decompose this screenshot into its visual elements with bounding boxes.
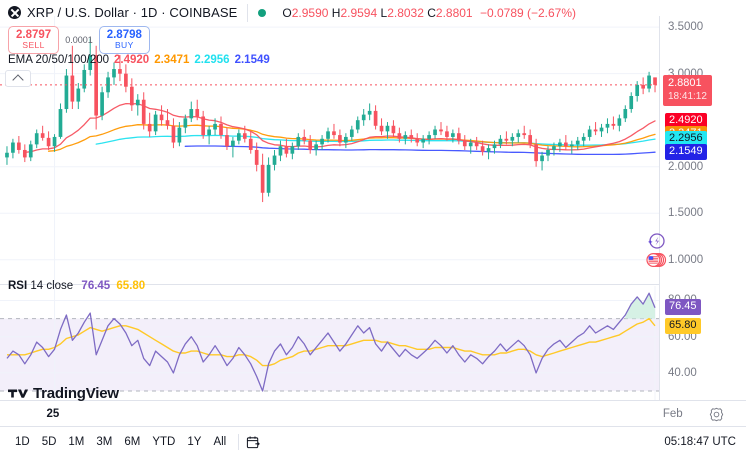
ema-legend-value-2: 2.2956 bbox=[194, 54, 230, 66]
symbol-title[interactable]: XRP / U.S. Dollar · 1D · COINBASE bbox=[27, 5, 238, 20]
range-button-ytd[interactable]: YTD bbox=[152, 436, 176, 448]
collapse-pane-button[interactable] bbox=[5, 70, 31, 87]
range-button-1d[interactable]: 1D bbox=[15, 436, 30, 448]
sell-price: 2.8797 bbox=[16, 29, 52, 41]
chevron-up-icon bbox=[12, 74, 24, 86]
rsi-pane[interactable] bbox=[0, 286, 660, 400]
range-button-1y[interactable]: 1Y bbox=[187, 436, 202, 448]
current-price: 2.8801 bbox=[668, 76, 702, 89]
buy-sell-quote: 2.8797 SELL 0.0001 2.8798 BUY bbox=[8, 26, 150, 54]
buy-price: 2.8798 bbox=[106, 29, 142, 41]
ema-legend-value-1: 2.3471 bbox=[154, 54, 190, 66]
sell-button[interactable]: 2.8797 SELL bbox=[8, 26, 60, 54]
range-button-5d[interactable]: 5D bbox=[41, 436, 57, 448]
rsi-chart bbox=[0, 286, 660, 400]
close-label: C bbox=[427, 5, 436, 20]
price-axis-tick: 2.0000 bbox=[668, 160, 704, 173]
range-button-6m[interactable]: 6M bbox=[124, 436, 141, 448]
open-label: O bbox=[282, 5, 292, 20]
rsi-legend[interactable]: RSI 14 close 76.45 65.80 bbox=[8, 280, 145, 292]
ema-legend-name: EMA 20/50/100/200 bbox=[8, 54, 110, 66]
market-open-dot-icon bbox=[258, 8, 267, 17]
range-button-3m[interactable]: 3M bbox=[96, 436, 113, 448]
change-value: −0.0789 (−2.67%) bbox=[479, 5, 577, 20]
toolbar-divider bbox=[238, 434, 240, 450]
buy-label: BUY bbox=[114, 40, 134, 51]
time-axis-label: 25 bbox=[46, 408, 60, 420]
rsi-badge-1: 65.80 bbox=[665, 318, 701, 334]
ai-spark-icon[interactable] bbox=[646, 232, 666, 252]
price-axis-tick: 1.5000 bbox=[668, 207, 704, 220]
sell-label: SELL bbox=[22, 40, 45, 51]
bottom-toolbar: 1D 5D 1M 3M 6M YTD 1Y All 05:18:47 UTC bbox=[0, 426, 746, 457]
time-axis-label: Feb bbox=[662, 408, 683, 420]
xrp-logo-icon bbox=[8, 6, 21, 19]
high-value: 2.9594 bbox=[340, 5, 378, 20]
range-button-1m[interactable]: 1M bbox=[68, 436, 85, 448]
low-value: 2.8032 bbox=[387, 5, 424, 20]
buy-button[interactable]: 2.8798 BUY bbox=[98, 26, 150, 54]
time-axis[interactable]: 25FebMarAprMayJunJul bbox=[0, 400, 746, 427]
ema-legend-value-0: 2.4920 bbox=[114, 54, 150, 66]
ema-legend[interactable]: EMA 20/50/100/200 2.4920 2.3471 2.2956 2.154… bbox=[8, 54, 270, 66]
ema-price-badge-2: 2.2956 bbox=[665, 131, 707, 147]
tradingview-logo-icon bbox=[8, 389, 28, 398]
rsi-value: 76.45 bbox=[81, 280, 111, 292]
rsi-legend-name: RSI bbox=[8, 280, 28, 292]
header-divider bbox=[247, 3, 249, 22]
range-button-all[interactable]: All bbox=[213, 436, 227, 448]
utc-clock: 05:18:47 UTC bbox=[664, 436, 736, 448]
chart-header: XRP / U.S. Dollar · 1D · COINBASE O2.959… bbox=[0, 0, 746, 22]
rsi-legend-params: 14 close bbox=[30, 280, 74, 292]
watermark: TradingView bbox=[8, 385, 119, 402]
price-axis-tick: 3.5000 bbox=[668, 21, 704, 34]
price-axis-tick: 1.0000 bbox=[668, 253, 704, 266]
ema-price-badge-3: 2.1549 bbox=[665, 144, 707, 161]
calendar-range-icon[interactable] bbox=[246, 435, 261, 450]
close-value: 2.8801 bbox=[435, 5, 473, 20]
price-axis[interactable]: 3.5000 3.0000 2.0000 1.5000 1.0000 2.8801 18… bbox=[659, 16, 746, 400]
ohlc-values: O2.9590 H2.9594 L2.8032 C2.8801 −0.0789 … bbox=[282, 6, 576, 20]
us-economic-event-icon[interactable] bbox=[646, 252, 668, 268]
price-pane[interactable] bbox=[0, 16, 660, 283]
high-label: H bbox=[331, 5, 341, 20]
current-price-badge: 2.8801 18:41:12 bbox=[663, 74, 712, 107]
rsi-axis-tick: 40.00 bbox=[668, 366, 697, 379]
ema-legend-value-3: 2.1549 bbox=[234, 54, 270, 66]
rsi-ma-value: 65.80 bbox=[116, 280, 146, 292]
rsi-badge-0: 76.45 bbox=[665, 298, 701, 315]
gear-icon[interactable] bbox=[709, 407, 724, 422]
open-value: 2.9590 bbox=[291, 5, 329, 20]
watermark-text: TradingView bbox=[33, 385, 119, 402]
low-label: L bbox=[380, 5, 388, 20]
spread-value: 0.0001 bbox=[65, 34, 93, 45]
bar-countdown: 18:41:12 bbox=[668, 90, 707, 102]
ema-price-badge-0: 2.4920 bbox=[665, 112, 707, 129]
candlestick-chart bbox=[0, 16, 660, 283]
pane-divider[interactable] bbox=[0, 284, 660, 285]
